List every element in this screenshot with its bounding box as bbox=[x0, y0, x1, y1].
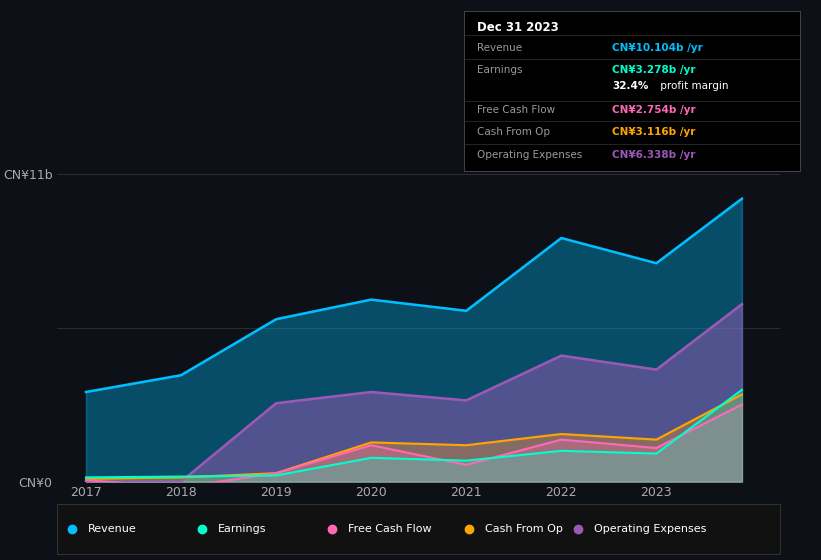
Text: CN¥3.278b /yr: CN¥3.278b /yr bbox=[612, 66, 695, 75]
Text: Earnings: Earnings bbox=[218, 524, 266, 534]
Text: Revenue: Revenue bbox=[88, 524, 136, 534]
Text: CN¥10.104b /yr: CN¥10.104b /yr bbox=[612, 43, 703, 53]
Text: CN¥2.754b /yr: CN¥2.754b /yr bbox=[612, 105, 695, 115]
Text: 32.4%: 32.4% bbox=[612, 81, 649, 91]
Text: CN¥3.116b /yr: CN¥3.116b /yr bbox=[612, 128, 695, 138]
Text: Revenue: Revenue bbox=[477, 43, 522, 53]
Text: Cash From Op: Cash From Op bbox=[477, 128, 550, 138]
Text: CN¥6.338b /yr: CN¥6.338b /yr bbox=[612, 150, 695, 160]
Text: Earnings: Earnings bbox=[477, 66, 523, 75]
Text: profit margin: profit margin bbox=[658, 81, 729, 91]
Text: Free Cash Flow: Free Cash Flow bbox=[348, 524, 432, 534]
Text: Free Cash Flow: Free Cash Flow bbox=[477, 105, 556, 115]
Text: Operating Expenses: Operating Expenses bbox=[477, 150, 583, 160]
Text: Cash From Op: Cash From Op bbox=[485, 524, 563, 534]
Text: Operating Expenses: Operating Expenses bbox=[594, 524, 706, 534]
Text: Dec 31 2023: Dec 31 2023 bbox=[477, 21, 559, 34]
